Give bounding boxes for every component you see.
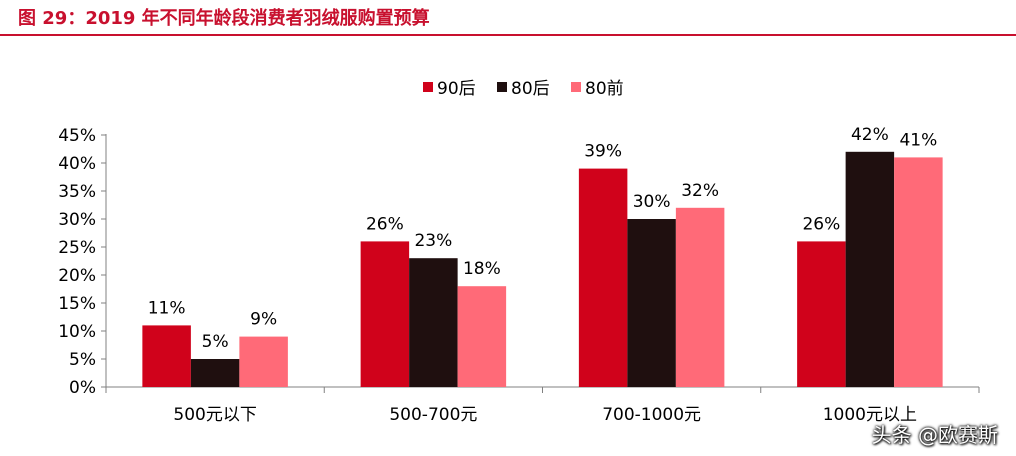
legend-swatch [497, 82, 507, 92]
bar-value-label: 5% [202, 332, 229, 352]
bar-value-label: 23% [414, 231, 452, 251]
y-tick-label: 15% [58, 294, 96, 314]
bar-value-label: 42% [851, 125, 889, 145]
bar-value-label: 11% [148, 298, 186, 318]
legend-swatch [571, 82, 581, 92]
bar [409, 258, 458, 387]
bar-value-label: 41% [899, 130, 937, 150]
y-tick-label: 10% [58, 322, 96, 342]
x-category-label: 500元以下 [173, 405, 256, 425]
y-tick-label: 40% [58, 154, 96, 174]
x-axis: 500元以下 500-700元 700-1000元 1000元以上 [105, 386, 980, 425]
chart-legend: 90后 80后 80前 [423, 79, 624, 99]
legend-label: 90后 [437, 79, 476, 99]
bar-value-label: 26% [802, 214, 840, 234]
bar-value-label: 18% [463, 259, 501, 279]
bar [578, 168, 628, 387]
title-rule [0, 34, 1016, 36]
bar-value-label: 39% [584, 142, 622, 162]
y-tick-label: 35% [58, 182, 96, 202]
y-tick-label: 5% [69, 350, 96, 370]
bar [239, 336, 288, 387]
bar [142, 325, 191, 387]
bar [360, 241, 410, 387]
bar [457, 286, 507, 387]
legend-label: 80后 [511, 79, 550, 99]
bar [627, 219, 676, 387]
y-tick-label: 45% [58, 126, 96, 146]
legend-swatch [423, 82, 433, 92]
bar [190, 359, 240, 387]
bar-value-label: 30% [633, 192, 671, 212]
y-axis: 0% 5% 10% 15% 20% 25% 30% 35% 40% 45% [58, 126, 107, 398]
bar [797, 241, 846, 387]
x-category-label: 700-1000元 [602, 405, 701, 425]
bar-series [142, 151, 943, 387]
bar-value-label: 32% [681, 181, 719, 201]
data-labels: 11% 26% 39% 26% 5% 23% 30% 42% 9% 18% 32% 41% [148, 125, 938, 352]
figure-title: 图 29：2019 年不同年龄段消费者羽绒服购置预算 [18, 8, 430, 29]
legend-label: 80前 [585, 79, 624, 99]
bar [675, 207, 725, 387]
watermark: 头条 @欧赛斯 [871, 423, 998, 447]
y-tick-label: 20% [58, 266, 96, 286]
x-category-label: 500-700元 [389, 405, 477, 425]
y-tick-label: 0% [69, 378, 96, 398]
x-category-label: 1000元以上 [823, 405, 917, 425]
bar [894, 157, 943, 387]
bar-value-label: 9% [250, 310, 277, 330]
y-tick-label: 25% [58, 238, 96, 258]
bar [845, 151, 895, 387]
bar-value-label: 26% [366, 214, 404, 234]
y-tick-label: 30% [58, 210, 96, 230]
